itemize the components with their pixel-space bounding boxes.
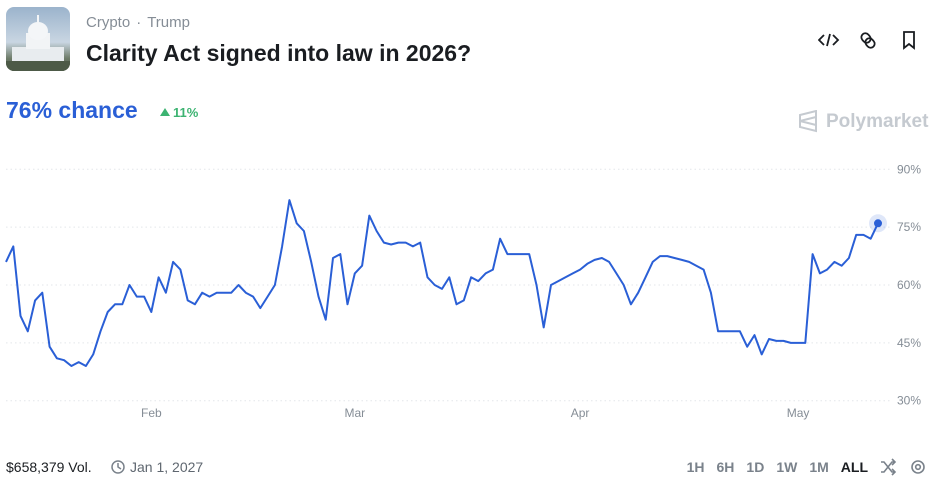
x-tick-label: Feb [141,406,162,420]
brand-name: Polymarket [826,111,929,132]
range-button[interactable]: 1M [809,459,829,475]
range-button[interactable]: 6H [716,459,735,475]
y-tick-label: 90% [897,162,921,176]
volume: $658,379 Vol. [6,459,92,475]
shuffle-button[interactable] [881,458,897,476]
x-tick-label: Apr [571,406,590,420]
link-button[interactable] [860,32,877,50]
embed-button[interactable] [818,33,840,47]
y-tick-label: 75% [897,220,921,234]
settings-button[interactable] [911,460,925,474]
capitol-illustration [6,15,70,71]
market-title: Clarity Act signed into law in 2026? [86,40,472,66]
y-tick-label: 45% [897,336,921,350]
header-actions [818,31,915,50]
chart-controls [881,458,925,476]
price-line [5,199,879,367]
tag[interactable]: Trump [147,14,190,31]
x-tick-label: May [787,406,810,420]
range-button[interactable]: 1H [686,459,705,475]
range-button[interactable]: 1D [746,459,765,475]
chart: 30% 45% 60% 75% 90% Feb Mar Apr May [5,162,921,420]
chance-change: 11% [173,105,199,120]
range-button[interactable]: 1W [776,459,798,475]
range-button[interactable]: ALL [840,459,868,475]
x-tick-label: Mar [344,406,365,420]
tags: Crypto · Trump [86,14,190,31]
y-tick-label: 30% [897,394,921,408]
brand-logo [799,110,817,133]
last-point [874,219,882,228]
up-icon [160,108,170,116]
end-date: Jan 1, 2027 [130,459,204,475]
chance-label: 76% chance [6,97,138,123]
market-image [6,7,70,71]
bookmark-button[interactable] [903,31,915,50]
tag[interactable]: Crypto [86,14,131,31]
clock-icon [111,460,125,474]
y-tick-label: 60% [897,278,921,292]
range-buttons: 1H 6H 1D 1W 1M ALL [687,459,868,475]
